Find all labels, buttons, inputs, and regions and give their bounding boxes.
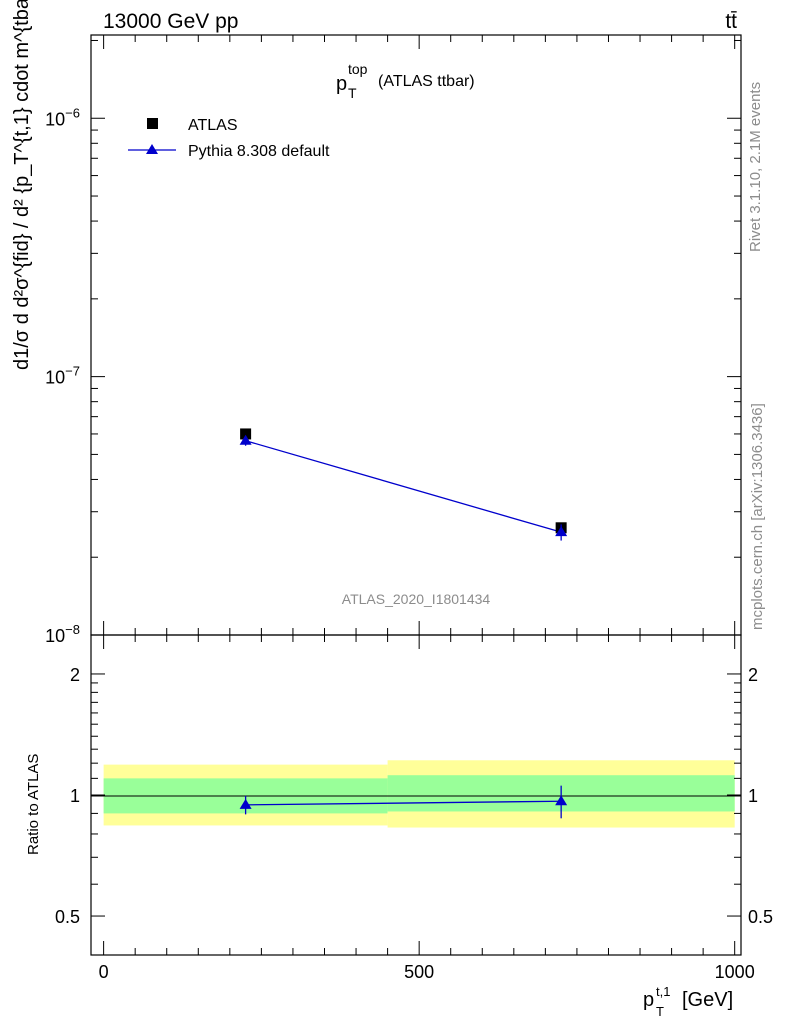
main-title-sup: top — [348, 61, 368, 77]
header-process: tt̄ — [725, 10, 737, 33]
ratio-ytick-label-left: 2 — [70, 665, 80, 685]
atlas-point — [240, 428, 252, 440]
xlabel-main: p — [643, 989, 654, 1011]
ratio-ytick-label-right: 0.5 — [748, 907, 773, 927]
ratio-axis-ticks: 0.5 0.5 1 1 2 2 0 500 1000 — [55, 635, 773, 982]
main-ylabel-text: d1/σ d d²σ^{fid} / d² {p_T^{t,1} cdot m^… — [11, 0, 33, 370]
xlabel-sub: T — [656, 1004, 664, 1019]
xtick-label: 500 — [404, 962, 434, 982]
main-ytick-label: 10−7 — [45, 364, 80, 388]
legend-pythia-marker — [146, 144, 158, 154]
header-energy: 13000 GeV pp — [103, 10, 238, 33]
xtick-label: 0 — [99, 962, 109, 982]
ratio-ytick-label-right: 1 — [748, 786, 758, 806]
main-title-sub: T — [348, 85, 357, 101]
legend-pythia-label: Pythia 8.308 default — [188, 143, 330, 160]
ratio-frame — [90, 634, 742, 956]
main-data — [239, 428, 568, 541]
ratio-ytick-label-left: 0.5 — [55, 907, 80, 927]
pythia-line — [245, 440, 562, 533]
pythia-point — [555, 526, 568, 537]
xtick-label: 1000 — [715, 962, 755, 982]
legend-atlas-label: ATLAS — [188, 117, 238, 134]
ratio-ytick-label-right: 2 — [748, 665, 758, 685]
ratio-pythia-line — [245, 800, 562, 806]
main-axis-ticks: 10−6 10−7 10−8 — [45, 35, 741, 646]
ratio-bands — [103, 760, 735, 828]
pythia-point — [239, 434, 252, 445]
legend: ATLAS Pythia 8.308 default — [128, 117, 330, 160]
ratio-panel: 0.5 0.5 1 1 2 2 0 500 1000 Ratio to ATLAS p t,1 … — [25, 634, 773, 1019]
mcplots-label: mcplots.cern.ch [arXiv:1306.3436] — [749, 403, 766, 630]
xlabel-unit: [GeV] — [682, 989, 733, 1011]
main-ytick-label: 10−6 — [45, 105, 80, 129]
xlabel-sup: t,1 — [656, 984, 670, 999]
ratio-pythia-point — [555, 795, 568, 806]
main-ytick-label: 10−8 — [45, 622, 80, 646]
legend-atlas-marker — [147, 118, 158, 129]
x-axis-label: p t,1 T [GeV] — [643, 984, 733, 1019]
main-title: p — [336, 73, 347, 95]
ratio-data — [239, 785, 568, 819]
rivet-label: Rivet 3.1.10, 2.1M events — [747, 82, 764, 252]
ratio-pythia-point — [239, 798, 252, 809]
main-panel: 10−6 10−7 10−8 p top T (ATLAS ttbar) ATLAS… — [11, 0, 742, 646]
ratio-ylabel: Ratio to ATLAS — [25, 754, 42, 855]
main-title-rest: (ATLAS ttbar) — [378, 73, 475, 90]
main-ylabel: d1/σ d d²σ^{fid} / d² {p_T^{t,1} cdot m^… — [11, 0, 33, 370]
ratio-ytick-label-left: 1 — [70, 786, 80, 806]
analysis-watermark: ATLAS_2020_I1801434 — [342, 591, 491, 607]
